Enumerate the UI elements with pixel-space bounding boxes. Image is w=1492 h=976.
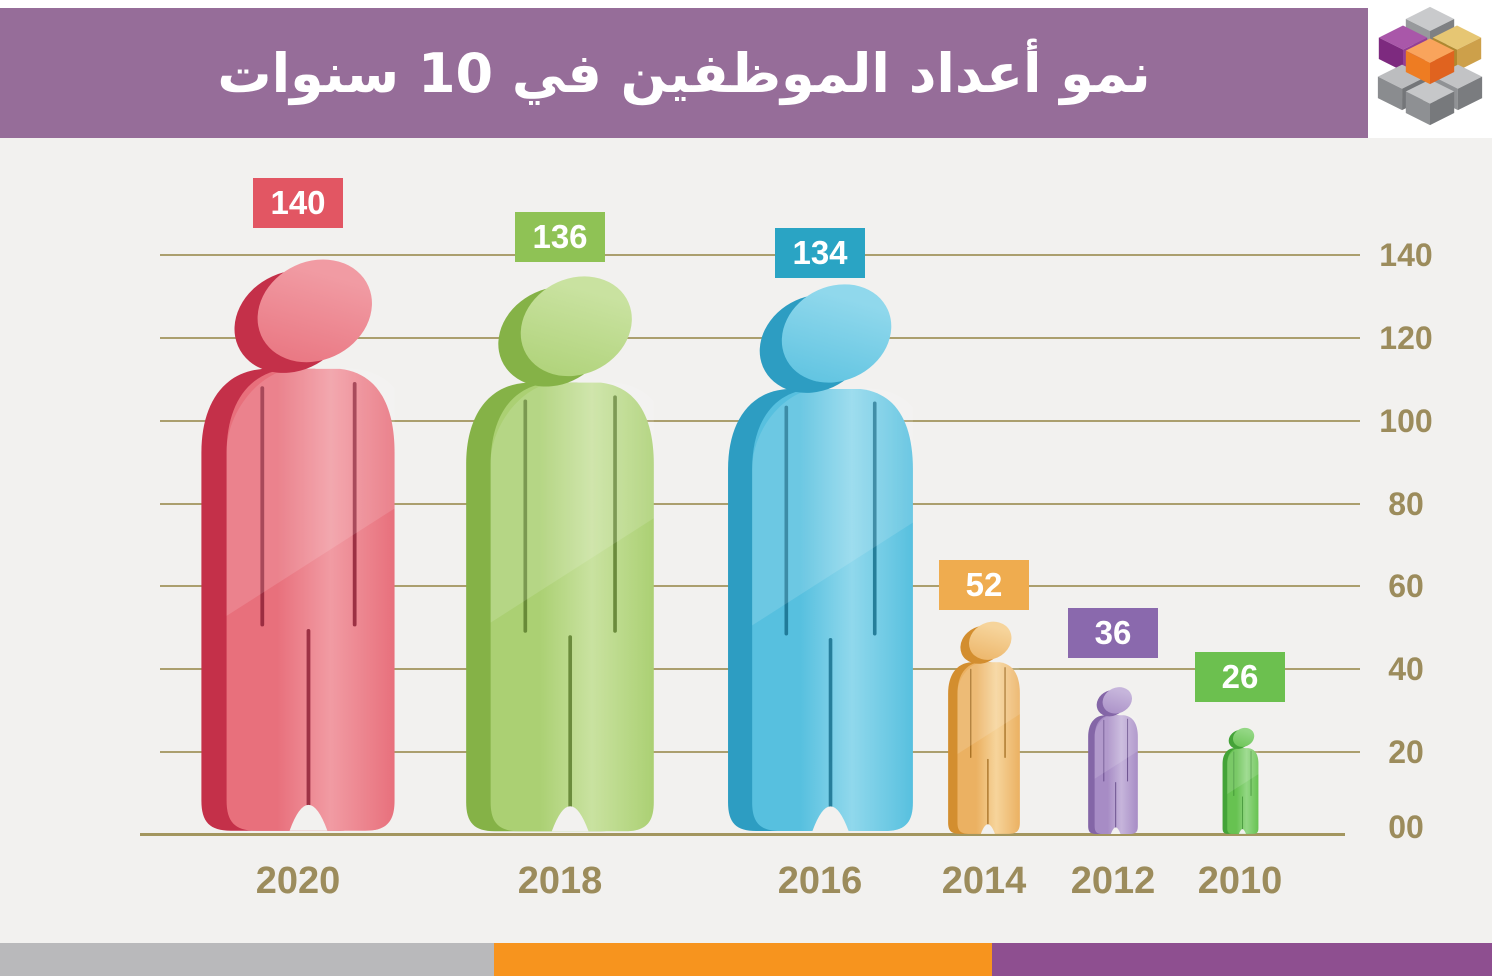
y-tick-label-40: 40 <box>1388 651 1424 688</box>
person-figure-2014 <box>948 621 1020 834</box>
y-tick-label-20: 20 <box>1388 734 1424 771</box>
y-tick-label-80: 80 <box>1388 485 1424 522</box>
person-figure-2012 <box>1088 687 1138 834</box>
value-badge-2014: 52 <box>939 560 1029 610</box>
logo <box>1368 0 1492 138</box>
footer-segment-orange <box>494 943 992 976</box>
value-badge-2010: 26 <box>1195 652 1285 702</box>
person-figure-2018 <box>466 275 654 831</box>
x-axis-label-2020: 2020 <box>255 860 341 902</box>
y-tick-label-120: 120 <box>1379 319 1433 356</box>
x-axis-label-2014: 2014 <box>941 860 1027 902</box>
value-badge-2012: 36 <box>1068 608 1158 658</box>
gridline-120 <box>160 336 1360 339</box>
y-tick-label-60: 60 <box>1388 568 1424 605</box>
x-axis-label-2016: 2016 <box>777 860 863 902</box>
cubes-logo-icon <box>1377 6 1483 126</box>
gridline-140 <box>160 254 1360 256</box>
footer-bar <box>0 943 1492 976</box>
y-tick-label-140: 140 <box>1379 237 1433 273</box>
value-badge-2018: 136 <box>515 212 605 262</box>
person-figure-2010 <box>1222 728 1258 835</box>
y-tick-label-00: 00 <box>1388 809 1424 845</box>
x-axis-label-2018: 2018 <box>517 860 603 902</box>
x-axis-label-2010: 2010 <box>1197 860 1283 902</box>
header-bar: نمو أعداد الموظفين في 10 سنوات <box>0 8 1368 138</box>
top-white-strip <box>0 0 1492 8</box>
footer-segment-gray <box>0 943 494 976</box>
chart-title: نمو أعداد الموظفين في 10 سنوات <box>217 41 1151 105</box>
y-tick-label-100: 100 <box>1379 402 1433 439</box>
footer-segment-purple <box>992 943 1492 976</box>
person-figure-2020 <box>201 259 395 831</box>
x-axis-label-2012: 2012 <box>1070 860 1156 902</box>
x-axis-line <box>140 833 1345 836</box>
person-figure-2016 <box>727 284 913 831</box>
value-badge-2016: 134 <box>775 228 865 278</box>
value-badge-2020: 140 <box>253 178 343 228</box>
